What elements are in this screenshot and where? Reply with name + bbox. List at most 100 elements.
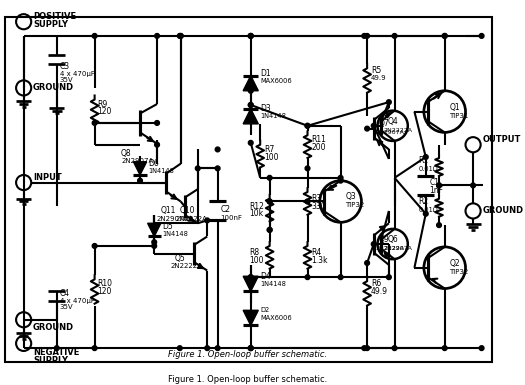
Circle shape — [178, 33, 183, 38]
Circle shape — [392, 33, 397, 38]
Text: 0.01Ω: 0.01Ω — [418, 207, 438, 213]
Text: R8: R8 — [249, 248, 259, 257]
Text: 2N2222A: 2N2222A — [375, 246, 405, 251]
Polygon shape — [243, 310, 258, 325]
FancyBboxPatch shape — [5, 17, 492, 362]
Polygon shape — [243, 75, 258, 91]
Text: GROUND: GROUND — [33, 84, 74, 92]
Circle shape — [248, 346, 253, 350]
Circle shape — [423, 155, 428, 159]
Text: 2N2907A: 2N2907A — [375, 130, 404, 135]
Text: 100: 100 — [264, 152, 278, 162]
Text: Q1: Q1 — [449, 103, 460, 112]
Text: 0.01Ω: 0.01Ω — [418, 166, 438, 172]
Text: 200: 200 — [311, 143, 326, 152]
Text: 2N2222A: 2N2222A — [170, 263, 202, 269]
Circle shape — [443, 33, 447, 38]
Circle shape — [338, 176, 343, 180]
Text: C2: C2 — [220, 204, 230, 214]
Circle shape — [155, 121, 160, 125]
Text: D5: D5 — [163, 222, 173, 231]
Circle shape — [362, 346, 366, 350]
Circle shape — [215, 147, 220, 152]
Circle shape — [371, 124, 376, 128]
Text: 120: 120 — [98, 107, 112, 116]
Text: MAX6006: MAX6006 — [260, 78, 292, 84]
Circle shape — [423, 211, 428, 216]
Circle shape — [248, 33, 253, 38]
Text: Q2: Q2 — [449, 259, 460, 268]
Text: 100nF: 100nF — [220, 214, 243, 221]
Circle shape — [365, 346, 370, 350]
Text: R1: R1 — [418, 156, 428, 165]
Polygon shape — [243, 276, 258, 291]
Text: C3: C3 — [60, 62, 70, 71]
Text: 49.9: 49.9 — [371, 287, 388, 296]
Polygon shape — [243, 109, 258, 124]
Text: 120: 120 — [98, 287, 112, 296]
Text: D2: D2 — [260, 307, 269, 313]
Circle shape — [479, 33, 484, 38]
Text: R6: R6 — [371, 279, 381, 288]
Circle shape — [248, 33, 253, 38]
Text: SUPPLY: SUPPLY — [33, 356, 68, 365]
Circle shape — [471, 183, 476, 188]
Text: Q8: Q8 — [121, 149, 132, 158]
Text: Q3: Q3 — [345, 192, 356, 201]
Circle shape — [248, 275, 253, 280]
Text: R4: R4 — [311, 248, 321, 257]
Circle shape — [267, 199, 272, 204]
Circle shape — [267, 228, 272, 232]
Circle shape — [155, 142, 160, 147]
Circle shape — [365, 126, 370, 131]
Text: 2N2222A: 2N2222A — [383, 128, 412, 133]
Text: 1N4148: 1N4148 — [260, 281, 286, 287]
Text: D3: D3 — [260, 104, 271, 113]
Circle shape — [305, 124, 310, 128]
Circle shape — [305, 275, 310, 280]
Text: R2: R2 — [418, 197, 428, 206]
Circle shape — [443, 33, 447, 38]
Circle shape — [248, 141, 253, 145]
Text: 1N4148: 1N4148 — [149, 168, 174, 174]
Text: D4: D4 — [260, 272, 271, 281]
Circle shape — [155, 33, 160, 38]
Circle shape — [92, 121, 97, 125]
Text: 1nF: 1nF — [429, 186, 444, 195]
Circle shape — [267, 176, 272, 180]
Circle shape — [195, 166, 200, 171]
Text: TIP32: TIP32 — [449, 270, 469, 275]
Circle shape — [437, 183, 442, 188]
Circle shape — [248, 346, 253, 350]
Circle shape — [386, 275, 391, 280]
Circle shape — [371, 242, 376, 246]
Circle shape — [305, 124, 310, 128]
Text: INPUT: INPUT — [33, 173, 62, 182]
Circle shape — [437, 223, 442, 228]
Text: POSITIVE: POSITIVE — [33, 12, 76, 22]
Text: TIP31: TIP31 — [449, 113, 469, 119]
Text: Q6: Q6 — [388, 235, 398, 244]
Text: D6: D6 — [149, 159, 159, 168]
Polygon shape — [148, 223, 161, 236]
Text: 330: 330 — [311, 202, 326, 211]
Circle shape — [437, 183, 442, 188]
Circle shape — [362, 33, 366, 38]
Circle shape — [92, 33, 97, 38]
Text: NEGATIVE: NEGATIVE — [33, 348, 79, 357]
Text: 4 x 470μF: 4 x 470μF — [60, 71, 94, 77]
Circle shape — [152, 240, 156, 244]
Circle shape — [248, 103, 253, 107]
Text: 100: 100 — [249, 256, 264, 264]
Text: D1: D1 — [260, 69, 271, 78]
Circle shape — [215, 166, 220, 171]
Text: 2N2222A: 2N2222A — [175, 216, 207, 221]
Text: C1: C1 — [429, 178, 439, 187]
Text: 49.9: 49.9 — [371, 75, 386, 82]
Circle shape — [392, 346, 397, 350]
Circle shape — [152, 244, 156, 248]
Text: R7: R7 — [264, 145, 274, 154]
Circle shape — [338, 275, 343, 280]
Polygon shape — [133, 162, 146, 175]
Text: Q5: Q5 — [175, 254, 186, 263]
